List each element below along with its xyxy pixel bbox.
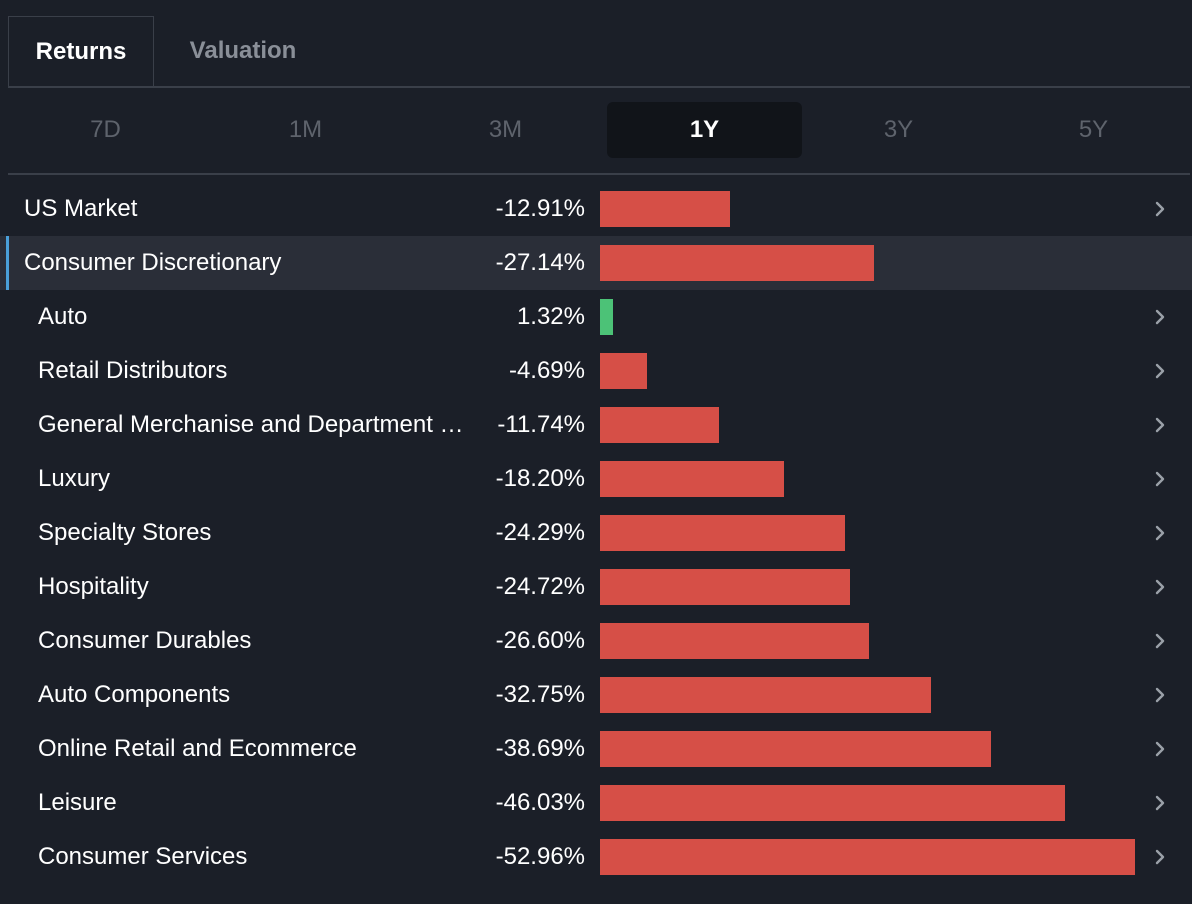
- industry-name: Consumer Services: [38, 843, 248, 870]
- list-item[interactable]: Leisure -46.03%: [0, 776, 1192, 830]
- return-value: -26.60%: [495, 627, 585, 654]
- list-item[interactable]: Consumer Discretionary -27.14%: [0, 236, 1192, 290]
- industry-name: Retail Distributors: [38, 357, 228, 384]
- return-bar: [600, 191, 730, 227]
- return-value: -24.72%: [495, 573, 585, 600]
- industry-name: Auto Components: [38, 681, 231, 708]
- return-bar: [600, 245, 874, 281]
- period-3y[interactable]: 3Y: [883, 116, 914, 143]
- chevron-right-icon[interactable]: [1150, 722, 1170, 776]
- period-1y[interactable]: 1Y: [607, 102, 802, 158]
- return-bar: [600, 299, 613, 335]
- list-item[interactable]: Consumer Durables -26.60%: [0, 614, 1192, 668]
- return-value: -46.03%: [495, 789, 585, 816]
- industry-list: US Market -12.91% Consumer Discretionary -2…: [0, 182, 1192, 884]
- chevron-right-icon[interactable]: [1150, 668, 1170, 722]
- return-value: -24.29%: [495, 519, 585, 546]
- return-bar: [600, 353, 647, 389]
- period-7d[interactable]: 7D: [90, 116, 121, 143]
- chevron-right-icon[interactable]: [1150, 398, 1170, 452]
- list-item[interactable]: Auto 1.32%: [0, 290, 1192, 344]
- industry-name: Online Retail and Ecommerce: [38, 735, 357, 762]
- chevron-right-icon[interactable]: [1150, 290, 1170, 344]
- list-item[interactable]: Auto Components -32.75%: [0, 668, 1192, 722]
- list-item[interactable]: Online Retail and Ecommerce -38.69%: [0, 722, 1192, 776]
- industry-name: Consumer Durables: [38, 627, 252, 654]
- period-5y[interactable]: 5Y: [1078, 116, 1109, 143]
- return-value: -4.69%: [508, 357, 585, 384]
- chevron-right-icon[interactable]: [1150, 614, 1170, 668]
- return-value: -18.20%: [495, 465, 585, 492]
- list-item[interactable]: US Market -12.91%: [0, 182, 1192, 236]
- return-value: 1.32%: [516, 303, 585, 330]
- period-1m[interactable]: 1M: [288, 116, 323, 143]
- chevron-right-icon[interactable]: [1150, 452, 1170, 506]
- chevron-right-icon[interactable]: [1150, 776, 1170, 830]
- return-bar: [600, 731, 991, 767]
- industry-name: Consumer Discretionary: [24, 249, 282, 276]
- industry-name: Leisure: [38, 789, 117, 816]
- list-item[interactable]: Retail Distributors -4.69%: [0, 344, 1192, 398]
- return-value: -52.96%: [495, 843, 585, 870]
- tab-returns[interactable]: Returns: [8, 16, 154, 86]
- period-3m[interactable]: 3M: [488, 116, 523, 143]
- chevron-right-icon[interactable]: [1150, 506, 1170, 560]
- industry-name: General Merchanise and Department …: [38, 411, 464, 438]
- chevron-right-icon[interactable]: [1150, 182, 1170, 236]
- industry-name: Auto: [38, 303, 88, 330]
- return-value: -38.69%: [495, 735, 585, 762]
- list-item[interactable]: Specialty Stores -24.29%: [0, 506, 1192, 560]
- return-bar: [600, 569, 850, 605]
- list-item[interactable]: Hospitality -24.72%: [0, 560, 1192, 614]
- return-value: -12.91%: [495, 195, 585, 222]
- industry-name: Luxury: [38, 465, 111, 492]
- return-bar: [600, 623, 869, 659]
- list-item[interactable]: Consumer Services -52.96%: [0, 830, 1192, 884]
- return-value: -32.75%: [495, 681, 585, 708]
- chevron-right-icon[interactable]: [1150, 560, 1170, 614]
- tab-valuation[interactable]: Valuation: [189, 37, 297, 64]
- industry-name: Hospitality: [38, 573, 149, 600]
- return-value: -11.74%: [497, 411, 585, 438]
- view-tabs: Returns Valuation: [8, 16, 1190, 88]
- return-bar: [600, 515, 845, 551]
- return-bar: [600, 677, 931, 713]
- list-item[interactable]: General Merchanise and Department … -11.7…: [0, 398, 1192, 452]
- return-bar: [600, 461, 784, 497]
- chevron-right-icon[interactable]: [1150, 830, 1170, 884]
- divider: [8, 173, 1190, 175]
- return-value: -27.14%: [495, 249, 585, 276]
- return-bar: [600, 785, 1065, 821]
- list-item[interactable]: Luxury -18.20%: [0, 452, 1192, 506]
- chevron-right-icon[interactable]: [1150, 344, 1170, 398]
- return-bar: [600, 407, 719, 443]
- industry-name: Specialty Stores: [38, 519, 212, 546]
- industry-name: US Market: [24, 195, 138, 222]
- return-bar: [600, 839, 1135, 875]
- period-selector: 7D 1M 3M 1Y 3Y 5Y: [8, 102, 1190, 160]
